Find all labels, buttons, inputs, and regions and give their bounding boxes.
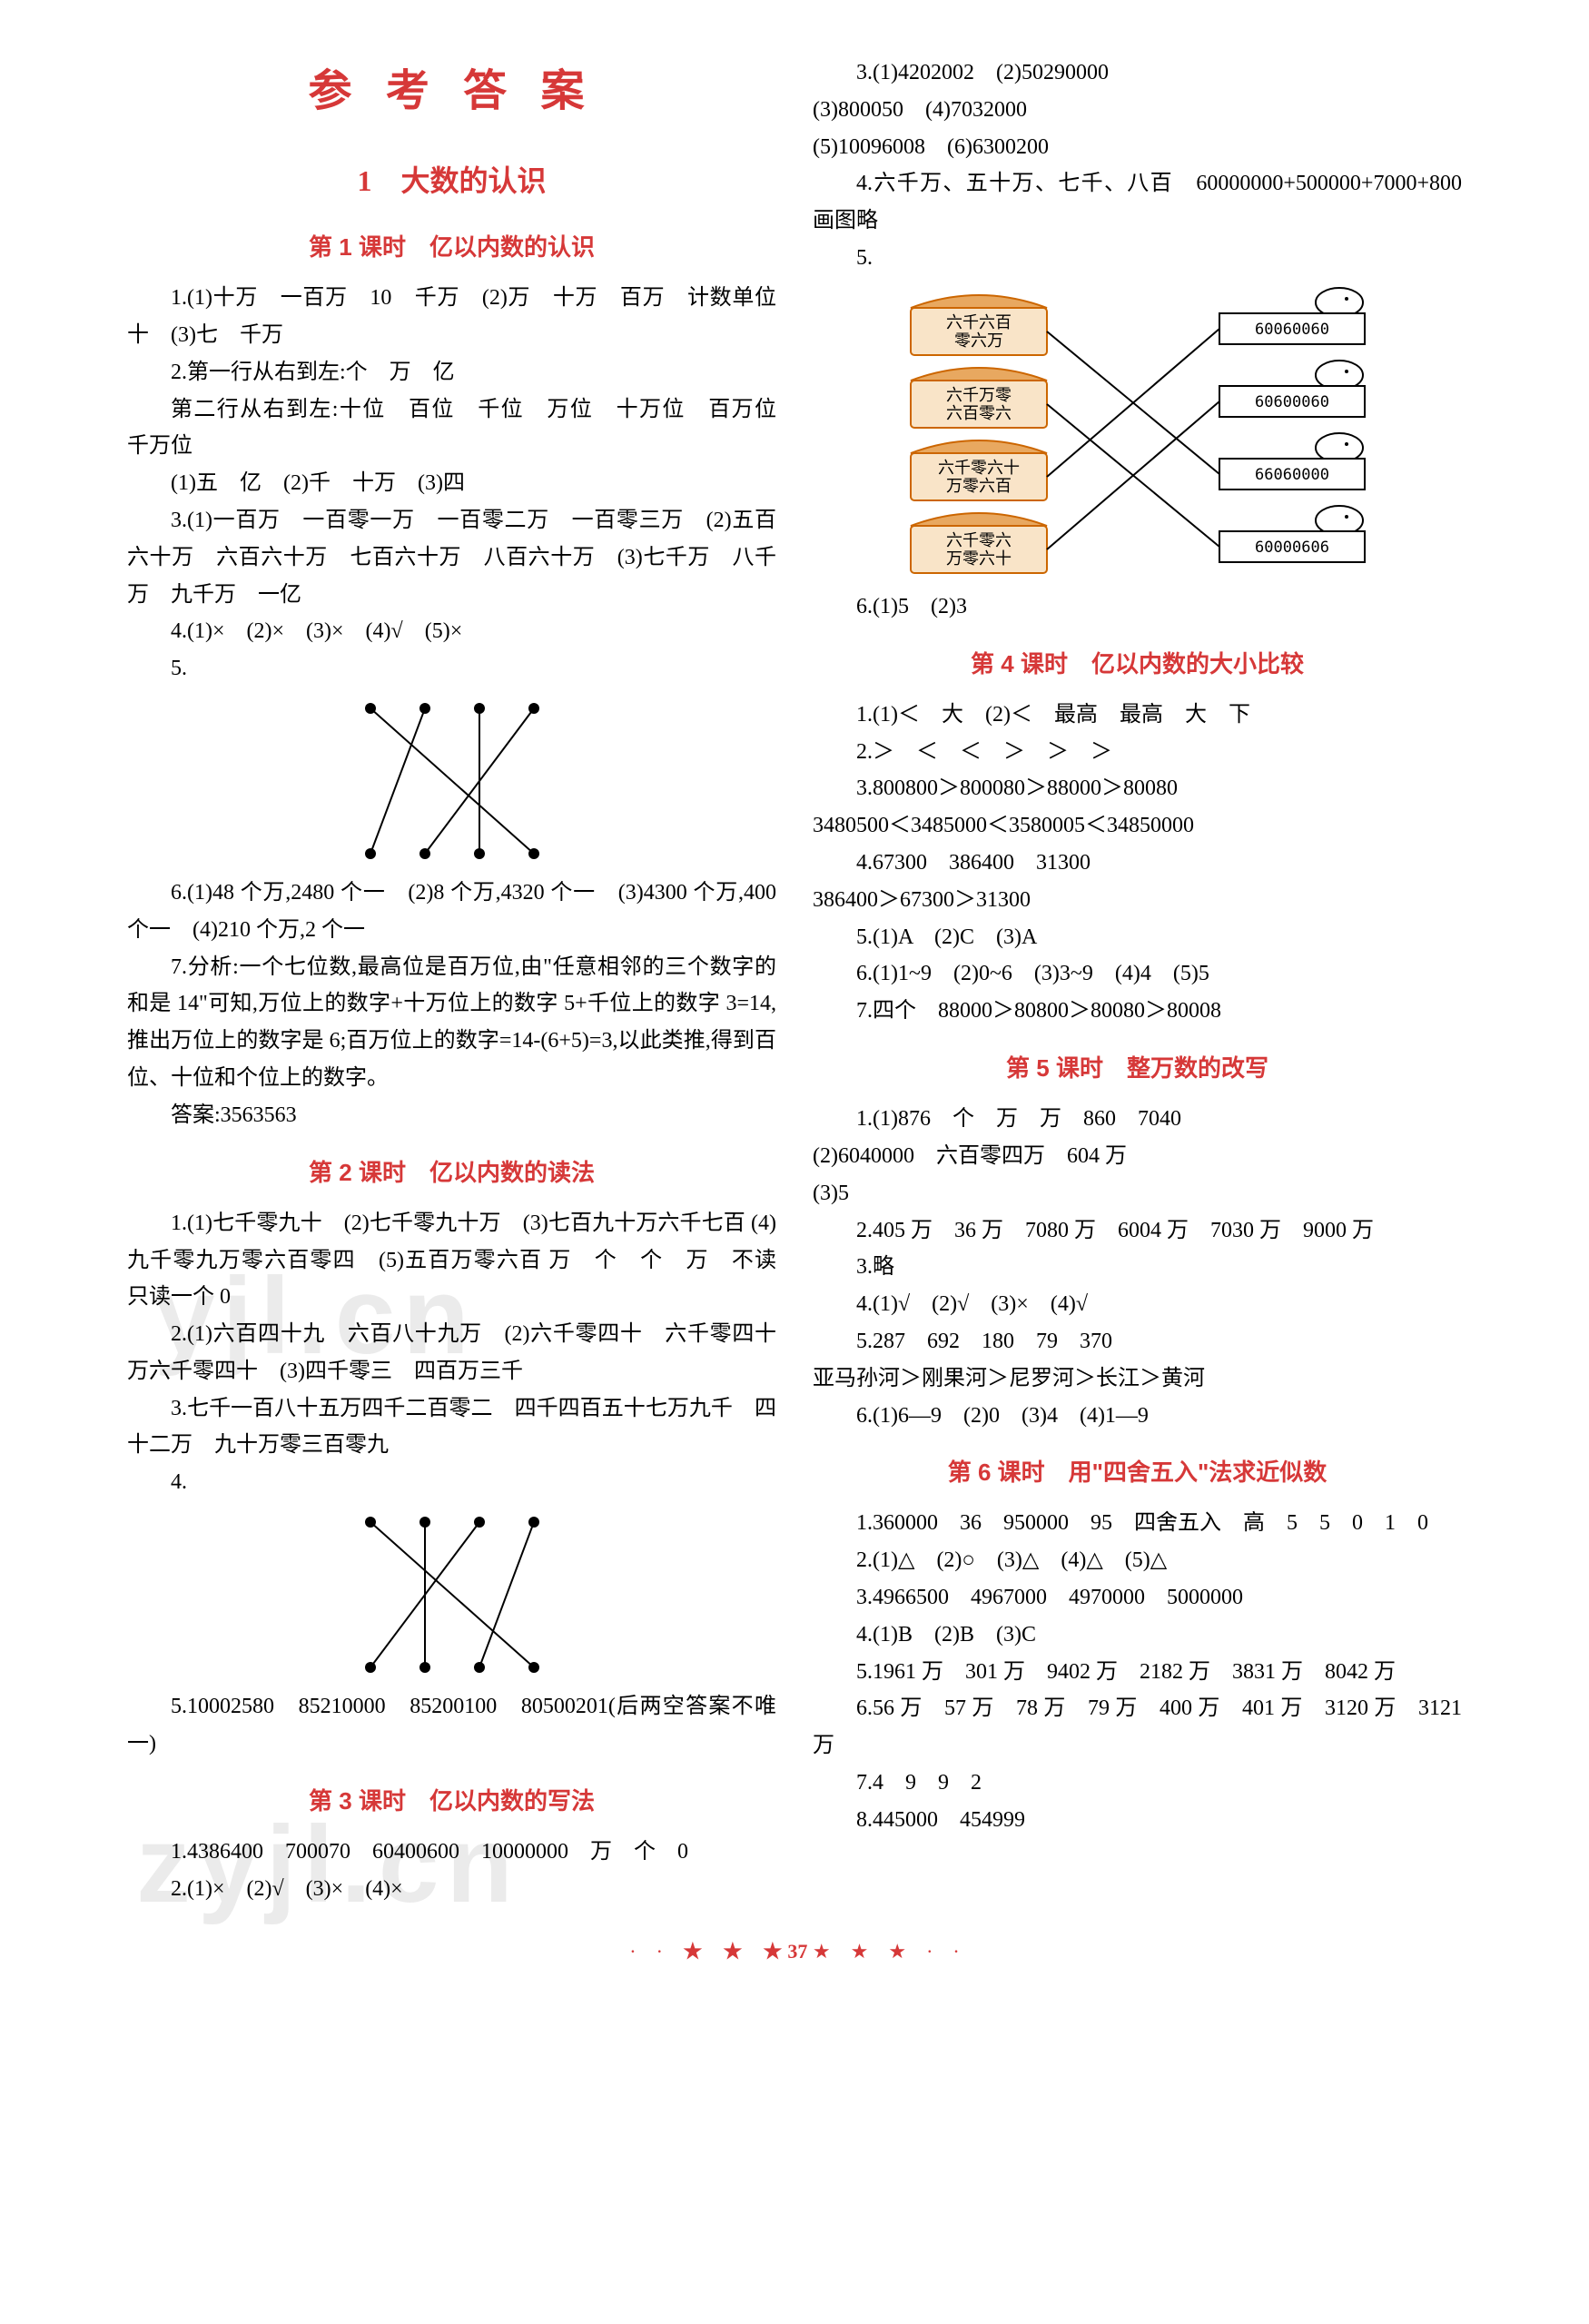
s6-p5: 5.1961 万 301 万 9402 万 2182 万 3831 万 8042… [813, 1654, 1462, 1691]
svg-text:六千万零: 六千万零 [946, 386, 1012, 404]
chapter-title: 1 大数的认识 [127, 156, 776, 205]
section-1-title: 第 1 课时 亿以内数的认识 [127, 227, 776, 267]
s5-p7: 5.287 692 180 79 370 [813, 1323, 1462, 1360]
footer-deco-left: · · ★ ★ ★ [629, 1940, 783, 1963]
house-match-diagram: 六千六百零六万六千万零六百零六六千零六十万零六百六千零六万零六十 60060060… [883, 281, 1392, 585]
cross-diagram-1 [334, 695, 570, 867]
s4-p1: 1.(1)＜ 大 (2)＜ 最高 最高 大 下 [813, 697, 1462, 734]
s2-p1: 1.(1)七千零九十 (2)七千零九十万 (3)七百九十万六千七百 (4)九千零… [127, 1205, 776, 1316]
svg-text:零六万: 零六万 [954, 331, 1003, 350]
section-5-title: 第 5 课时 整万数的改写 [813, 1048, 1462, 1088]
s4-p9: 7.四个 88000＞80800＞80080＞80008 [813, 993, 1462, 1030]
s5-p4: 2.405 万 36 万 7080 万 6004 万 7030 万 9000 万 [813, 1212, 1462, 1250]
s5-p2: (2)6040000 六百零四万 604 万 [813, 1138, 1462, 1175]
right-column: 3.(1)4202002 (2)50290000 (3)800050 (4)70… [813, 54, 1462, 1907]
s4-p5: 4.67300 386400 31300 [813, 845, 1462, 882]
pre-p5: 5. [813, 240, 1462, 277]
s1-p10: 答案:3563563 [127, 1097, 776, 1134]
s3-p1: 1.4386400 700070 60400600 10000000 万 个 0 [127, 1834, 776, 1871]
s1-p4: (1)五 亿 (2)千 十万 (3)四 [127, 465, 776, 502]
svg-text:万零六十: 万零六十 [946, 549, 1012, 568]
s1-p9: 7.分析:一个七位数,最高位是百万位,由"任意相邻的三个数字的和是 14"可知,… [127, 949, 776, 1097]
left-column: 参 考 答 案 1 大数的认识 第 1 课时 亿以内数的认识 1.(1)十万 一… [127, 54, 776, 1907]
s2-p5: 5.10002580 85210000 85200100 80500201(后两… [127, 1688, 776, 1763]
s6-p4: 4.(1)B (2)B (3)C [813, 1617, 1462, 1654]
s6-p2: 2.(1)△ (2)○ (3)△ (4)△ (5)△ [813, 1542, 1462, 1579]
pre-p1: 3.(1)4202002 (2)50290000 [813, 54, 1462, 92]
footer-deco-right: ★ ★ ★ · · [813, 1940, 960, 1963]
s4-p6: 386400＞67300＞31300 [813, 882, 1462, 919]
page-footer: · · ★ ★ ★ 37 ★ ★ ★ · · [127, 1934, 1462, 1968]
s6-p3: 3.4966500 4967000 4970000 5000000 [813, 1579, 1462, 1617]
section-3-title: 第 3 课时 亿以内数的写法 [127, 1781, 776, 1821]
svg-text:60000606: 60000606 [1255, 539, 1329, 557]
s5-p6: 4.(1)√ (2)√ (3)× (4)√ [813, 1286, 1462, 1323]
page-columns: 参 考 答 案 1 大数的认识 第 1 课时 亿以内数的认识 1.(1)十万 一… [127, 54, 1462, 1907]
section-2-title: 第 2 课时 亿以内数的读法 [127, 1152, 776, 1192]
s4-p4: 3480500＜3485000＜3580005＜34850000 [813, 807, 1462, 845]
s2-p4: 4. [127, 1464, 776, 1501]
pre-p3: (5)10096008 (6)6300200 [813, 129, 1462, 166]
svg-text:60060060: 60060060 [1255, 321, 1329, 339]
s1-p7: 5. [127, 650, 776, 687]
s1-p5: 3.(1)一百万 一百零一万 一百零二万 一百零三万 (2)五百六十万 六百六十… [127, 502, 776, 613]
s6-p7: 7.4 9 9 2 [813, 1765, 1462, 1802]
s4-p8: 6.(1)1~9 (2)0~6 (3)3~9 (4)4 (5)5 [813, 955, 1462, 993]
pre-p6: 6.(1)5 (2)3 [813, 588, 1462, 626]
pre-p4: 4.六千万、五十万、七千、八百 60000000+500000+7000+800… [813, 165, 1462, 240]
s6-p8: 8.445000 454999 [813, 1802, 1462, 1839]
s5-p5: 3.略 [813, 1249, 1462, 1286]
s4-p2: 2.＞ ＜ ＜ ＞ ＞ ＞ [813, 734, 1462, 771]
s1-p3: 第二行从右到左:十位 百位 千位 万位 十万位 百万位 千万位 [127, 391, 776, 466]
s4-p7: 5.(1)A (2)C (3)A [813, 919, 1462, 956]
svg-text:66060000: 66060000 [1255, 466, 1329, 484]
s1-p2: 2.第一行从右到左:个 万 亿 [127, 354, 776, 391]
svg-text:六百零六: 六百零六 [946, 404, 1012, 422]
section-6-title: 第 6 课时 用"四舍五入"法求近似数 [813, 1452, 1462, 1492]
s6-p6: 6.56 万 57 万 78 万 79 万 400 万 401 万 3120 万… [813, 1690, 1462, 1765]
s5-p8: 亚马孙河＞刚果河＞尼罗河＞长江＞黄河 [813, 1360, 1462, 1398]
s5-p9: 6.(1)6—9 (2)0 (3)4 (4)1—9 [813, 1398, 1462, 1435]
s2-p3: 3.七千一百八十五万四千二百零二 四千四百五十七万九千 四十二万 九十万零三百零… [127, 1390, 776, 1465]
pre-p2: (3)800050 (4)7032000 [813, 92, 1462, 129]
page-number: 37 [787, 1940, 807, 1963]
s2-p2: 2.(1)六百四十九 六百八十九万 (2)六千零四十 六千零四十万六千零四十 (… [127, 1316, 776, 1390]
s6-p1: 1.360000 36 950000 95 四舍五入 高 5 5 0 1 0 [813, 1505, 1462, 1542]
svg-text:六千六百: 六千六百 [946, 313, 1012, 331]
svg-text:六千零六十: 六千零六十 [938, 459, 1020, 477]
svg-text:60600060: 60600060 [1255, 393, 1329, 411]
s5-p1: 1.(1)876 个 万 万 860 7040 [813, 1101, 1462, 1138]
main-title: 参 考 答 案 [127, 54, 776, 129]
s4-p3: 3.800800＞800080＞88000＞80080 [813, 770, 1462, 807]
svg-text:六千零六: 六千零六 [946, 531, 1012, 549]
section-4-title: 第 4 课时 亿以内数的大小比较 [813, 644, 1462, 684]
cross-diagram-2 [334, 1508, 570, 1681]
s3-p2: 2.(1)× (2)√ (3)× (4)× [127, 1871, 776, 1908]
s5-p3: (3)5 [813, 1175, 1462, 1212]
s1-p8: 6.(1)48 个万,2480 个一 (2)8 个万,4320 个一 (3)43… [127, 875, 776, 949]
s1-p6: 4.(1)× (2)× (3)× (4)√ (5)× [127, 613, 776, 650]
s1-p1: 1.(1)十万 一百万 10 千万 (2)万 十万 百万 计数单位 十 (3)七… [127, 280, 776, 354]
svg-text:万零六百: 万零六百 [946, 477, 1012, 495]
